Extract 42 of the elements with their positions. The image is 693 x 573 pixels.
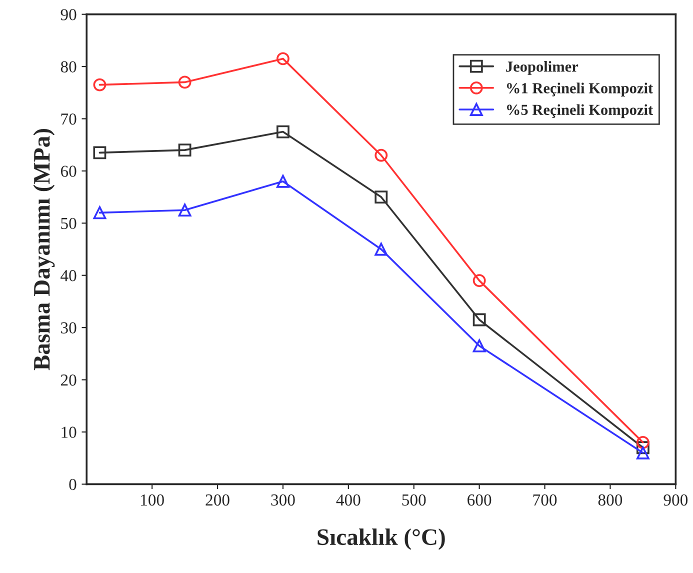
y-tick-label: 10 — [62, 426, 76, 438]
point — [93, 78, 106, 92]
y-tick-label: 90 — [60, 9, 76, 20]
point — [276, 174, 290, 188]
point — [472, 339, 486, 352]
x-axis-title: Sıcaklık (°C) — [318, 528, 445, 550]
x-tick-label: 700 — [533, 494, 557, 506]
point — [636, 446, 650, 460]
point — [636, 441, 650, 454]
point — [178, 144, 192, 157]
x-tick-label: 600 — [468, 494, 492, 506]
point — [276, 52, 290, 66]
y-tick-label: 70 — [61, 113, 76, 125]
y-tick-label: 20 — [60, 374, 76, 386]
x-tick-label: 900 — [664, 494, 688, 506]
y-tick-label: 60 — [60, 166, 76, 177]
y-tick-label: 0 — [69, 478, 76, 490]
legend-label: %1 Reçineli Kompozit — [506, 82, 654, 96]
x-tick-label: 200 — [206, 494, 230, 506]
point — [636, 436, 650, 449]
x-tick-label: 800 — [598, 494, 622, 506]
point — [374, 242, 388, 256]
x-tick-label: 400 — [336, 494, 360, 506]
point — [178, 204, 192, 217]
y-tick-label: 80 — [60, 61, 76, 72]
point — [93, 206, 106, 220]
x-tick-label: 300 — [271, 494, 295, 506]
point — [374, 148, 388, 162]
legend-label: %5 Reçineli Kompozit — [506, 104, 654, 118]
y-tick-label: 50 — [61, 218, 76, 230]
point — [472, 313, 486, 326]
point — [93, 146, 106, 160]
y-tick-label: 30 — [61, 322, 76, 334]
y-axis-title: Basma Dayanımı (MPa) — [33, 128, 55, 370]
x-tick-label: 500 — [402, 494, 426, 506]
legend-label: Jeopolimer — [506, 61, 578, 75]
point — [178, 76, 192, 89]
x-tick-label: 100 — [141, 494, 164, 506]
point — [472, 274, 486, 288]
point — [276, 125, 290, 138]
y-tick-label: 40 — [60, 270, 76, 282]
point — [374, 190, 388, 204]
